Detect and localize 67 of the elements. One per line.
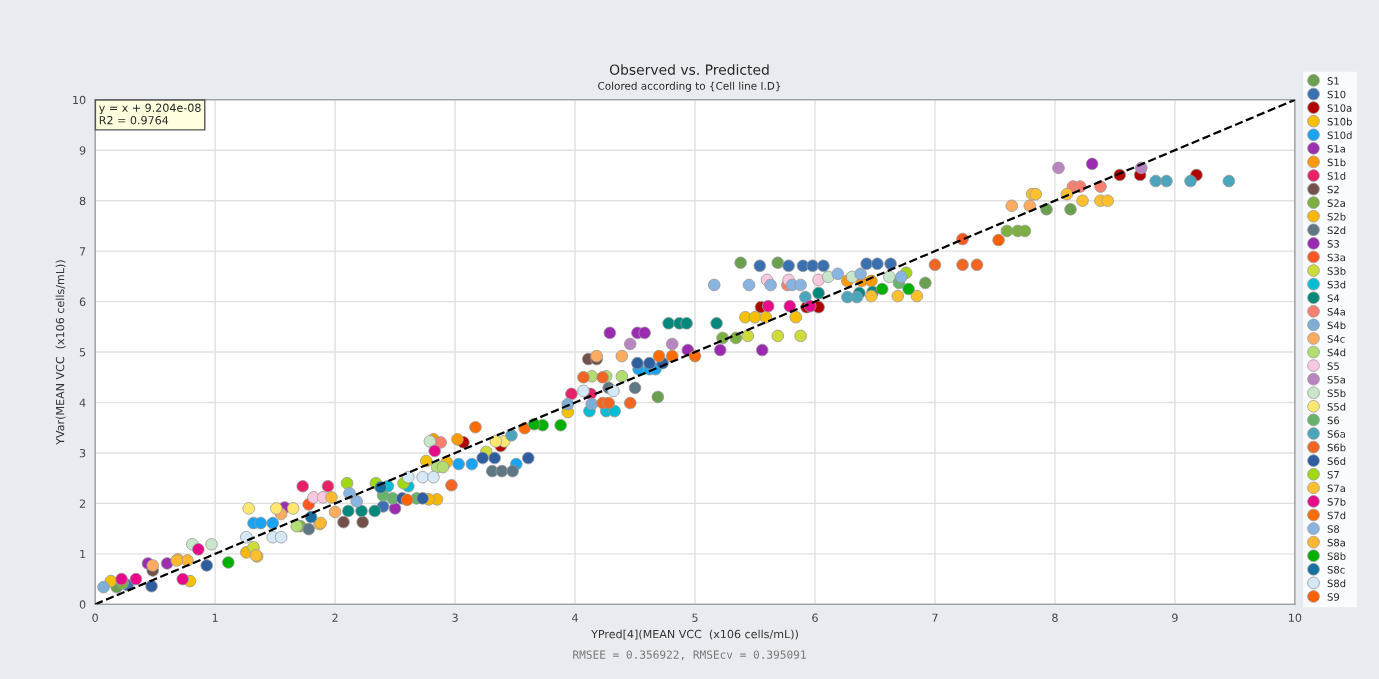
legend-label: S7	[1327, 470, 1339, 479]
x-tick-label: 3	[452, 613, 458, 622]
legend-label: S4c	[1327, 335, 1345, 343]
legend-label: S6d	[1327, 457, 1346, 465]
x-tick-label: 6	[812, 613, 818, 622]
chart-title: Observed vs. Predicted	[609, 64, 769, 75]
legend-label: S8c	[1327, 565, 1345, 574]
legend-label: S5a	[1327, 375, 1345, 384]
y-tick-label: 6	[79, 297, 86, 306]
legend-label: S6	[1327, 416, 1340, 425]
legend-label: S6a	[1327, 430, 1345, 438]
legend-label: S5b	[1327, 389, 1346, 398]
legend-label: S1	[1327, 77, 1339, 85]
legend-label: S1a	[1327, 145, 1345, 153]
legend-label: S6b	[1327, 443, 1346, 452]
y-tick-label: 4	[79, 398, 86, 407]
legend-label: S3a	[1327, 253, 1345, 262]
y-tick-label: 7	[79, 247, 86, 256]
y-axis-title: YVar(MEAN VCC (x106 cells/mL))	[55, 260, 66, 445]
legend-label: S10d	[1327, 131, 1352, 140]
x-tick-label: 4	[572, 613, 578, 622]
legend-label: S8	[1327, 525, 1340, 533]
x-tick-label: 1	[212, 613, 218, 622]
x-tick-label: 7	[932, 613, 938, 622]
legend-label: S8a	[1327, 538, 1345, 547]
y-tick-label: 2	[79, 499, 86, 508]
x-tick-label: 5	[692, 613, 698, 622]
x-axis-title: YPred[4](MEAN VCC (x106 cells/mL))	[591, 629, 798, 640]
legend-label: S10a	[1327, 104, 1352, 112]
y-tick-label: 3	[79, 448, 86, 458]
legend-label: S9	[1327, 593, 1340, 601]
legend-label: S4a	[1327, 307, 1345, 316]
legend-label: S4b	[1327, 321, 1346, 330]
legend-label: S8b	[1327, 552, 1346, 560]
legend-label: S10b	[1327, 117, 1352, 126]
text: RMSEE = 0.356922, RMSEcv = 0.395091	[573, 650, 806, 661]
x-tick-label: 9	[1172, 613, 1178, 622]
x-tick-label: 10	[1289, 613, 1302, 622]
legend-label: S7d	[1327, 511, 1346, 520]
y-tick-label: 5	[79, 348, 86, 357]
x-tick-label: 8	[1052, 613, 1058, 622]
legend-label: S5d	[1327, 402, 1346, 411]
legend-label: S2d	[1327, 226, 1346, 235]
legend-label: S4	[1327, 294, 1340, 302]
legend-label: S1b	[1327, 158, 1346, 167]
y-tick-label: 0	[79, 600, 86, 609]
legend-label: S7b	[1327, 497, 1346, 506]
legend-label: S2a	[1327, 199, 1345, 207]
legend-label: S3d	[1327, 280, 1346, 289]
legend-label: S10	[1327, 90, 1346, 99]
legend-label: S2b	[1327, 212, 1346, 221]
chart-subtitle: Colored according to {Cell line I.D}	[598, 81, 781, 92]
legend-label: S1d	[1327, 172, 1346, 180]
legend-label: S7a	[1327, 484, 1345, 493]
legend-label: S3b	[1327, 267, 1346, 275]
y-tick-label: 8	[79, 196, 86, 206]
x-tick-label: 2	[332, 613, 338, 622]
annotation: y = x + 9.204e-08 R2 = 0.9764	[99, 103, 201, 125]
legend-label: S5	[1327, 362, 1339, 370]
legend-label: S3	[1327, 240, 1339, 248]
legend-label: S8d	[1327, 579, 1346, 588]
x-tick-label: 0	[92, 613, 98, 622]
y-tick-label: 1	[80, 549, 86, 559]
y-tick-label: 10	[73, 95, 86, 105]
legend-label: S2	[1327, 185, 1339, 194]
y-tick-label: 9	[79, 146, 86, 155]
legend-label: S4d	[1327, 348, 1346, 357]
